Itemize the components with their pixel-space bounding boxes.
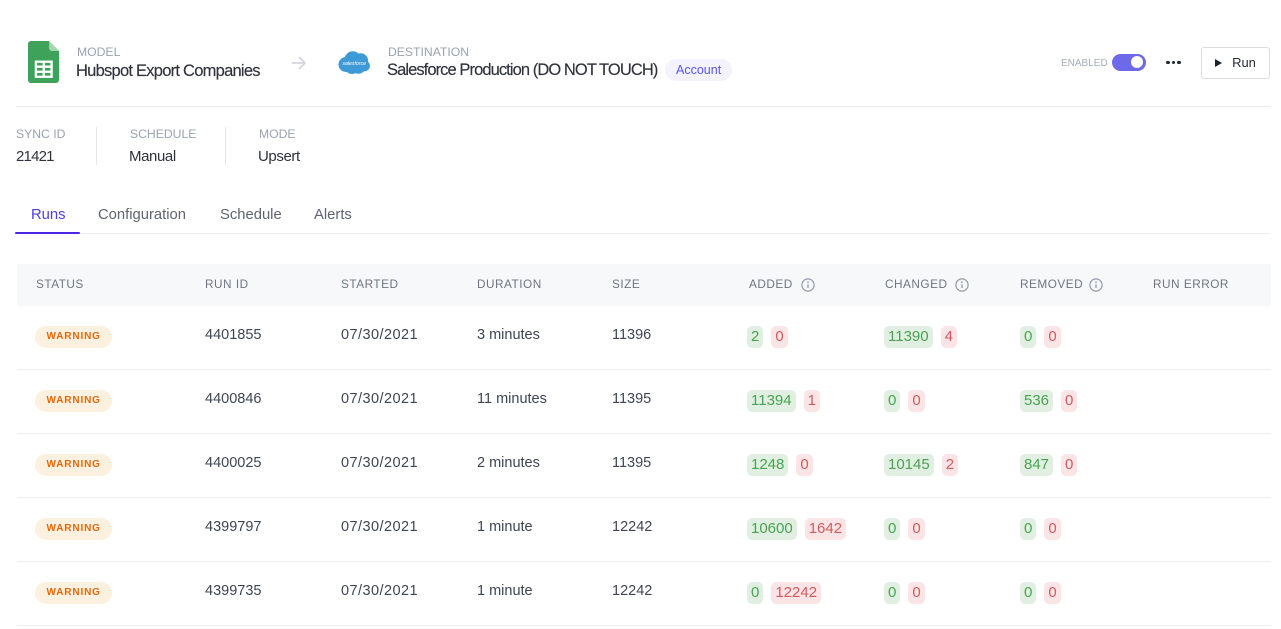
svg-text:salesforce: salesforce: [342, 61, 366, 67]
